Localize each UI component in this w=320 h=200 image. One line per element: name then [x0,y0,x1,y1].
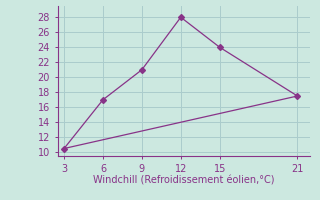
X-axis label: Windchill (Refroidissement éolien,°C): Windchill (Refroidissement éolien,°C) [93,175,275,185]
